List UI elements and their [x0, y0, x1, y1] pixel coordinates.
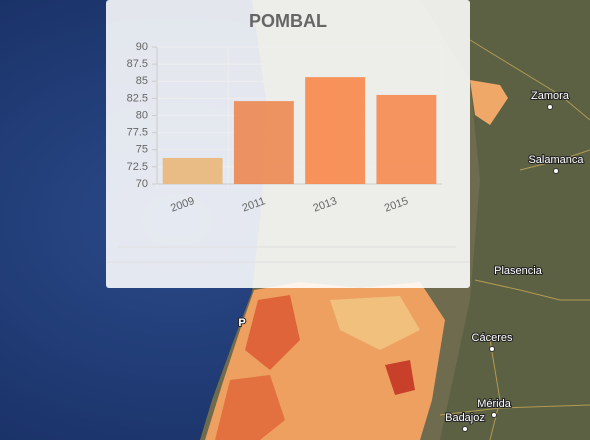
- bar: [376, 94, 437, 184]
- bar: [162, 157, 223, 184]
- city-label: Mérida: [477, 398, 512, 410]
- land-green: [420, 0, 590, 440]
- city-dot: [547, 104, 553, 110]
- city-label: Zamora: [531, 90, 570, 102]
- municipality-dark: [245, 295, 300, 370]
- city-dot: [462, 426, 468, 432]
- y-tick-label: 80: [136, 109, 148, 121]
- municipality-north: [470, 80, 508, 125]
- municipality-light: [330, 296, 420, 350]
- city-dot: [553, 168, 559, 174]
- y-tick-label: 75: [136, 144, 148, 156]
- y-tick-label: 77.5: [127, 127, 148, 139]
- municipality-darkest: [385, 360, 415, 395]
- municipality-dark: [215, 375, 285, 440]
- city-dot: [489, 346, 495, 352]
- bar: [233, 101, 294, 184]
- country-label: P: [238, 317, 245, 329]
- city-label: Salamanca: [528, 154, 584, 166]
- city-label: Plasencia: [494, 265, 543, 277]
- y-tick-label: 72.5: [127, 161, 148, 173]
- city-label: Cáceres: [472, 332, 513, 344]
- city-labels: Zamora Salamanca Plasencia Cáceres Mérida Bad…: [237, 89, 585, 432]
- y-tick-label: 90: [136, 41, 148, 53]
- y-tick-label: 70: [136, 178, 148, 190]
- y-tick-label: 82.5: [127, 92, 148, 104]
- city-dot: [491, 412, 497, 418]
- bar: [305, 77, 366, 184]
- y-tick-label: 87.5: [127, 58, 148, 70]
- city-label: Badajoz: [445, 412, 485, 424]
- chart-title: POMBAL: [249, 11, 327, 31]
- y-tick-label: 85: [136, 75, 148, 87]
- roads: [439, 39, 590, 440]
